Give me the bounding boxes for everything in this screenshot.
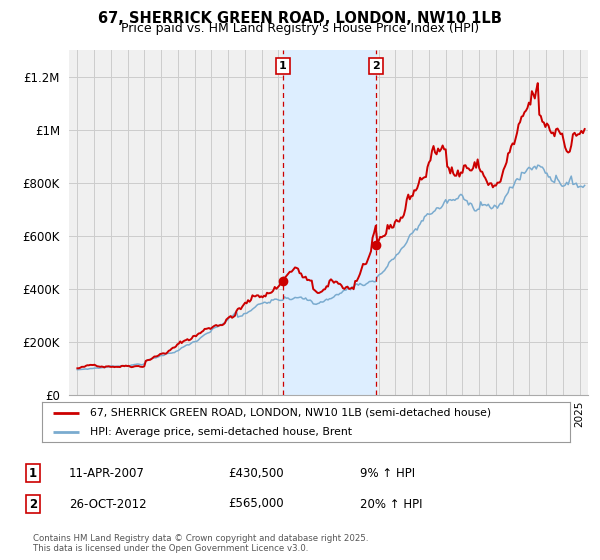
Text: 26-OCT-2012: 26-OCT-2012 [69, 497, 146, 511]
Text: 1: 1 [279, 61, 287, 71]
Text: 1: 1 [29, 466, 37, 480]
Text: This data is licensed under the Open Government Licence v3.0.: This data is licensed under the Open Gov… [33, 544, 308, 553]
Text: 67, SHERRICK GREEN ROAD, LONDON, NW10 1LB: 67, SHERRICK GREEN ROAD, LONDON, NW10 1L… [98, 11, 502, 26]
Text: Contains HM Land Registry data © Crown copyright and database right 2025.: Contains HM Land Registry data © Crown c… [33, 534, 368, 543]
Text: 11-APR-2007: 11-APR-2007 [69, 466, 145, 480]
Text: HPI: Average price, semi-detached house, Brent: HPI: Average price, semi-detached house,… [89, 427, 352, 436]
Text: 9% ↑ HPI: 9% ↑ HPI [360, 466, 415, 480]
Text: 67, SHERRICK GREEN ROAD, LONDON, NW10 1LB (semi-detached house): 67, SHERRICK GREEN ROAD, LONDON, NW10 1L… [89, 408, 491, 418]
Text: 2: 2 [372, 61, 380, 71]
Bar [283, 50, 376, 395]
Text: 20% ↑ HPI: 20% ↑ HPI [360, 497, 422, 511]
Text: £430,500: £430,500 [228, 466, 284, 480]
Text: £565,000: £565,000 [228, 497, 284, 511]
Text: 2: 2 [29, 497, 37, 511]
Text: Price paid vs. HM Land Registry's House Price Index (HPI): Price paid vs. HM Land Registry's House … [121, 22, 479, 35]
